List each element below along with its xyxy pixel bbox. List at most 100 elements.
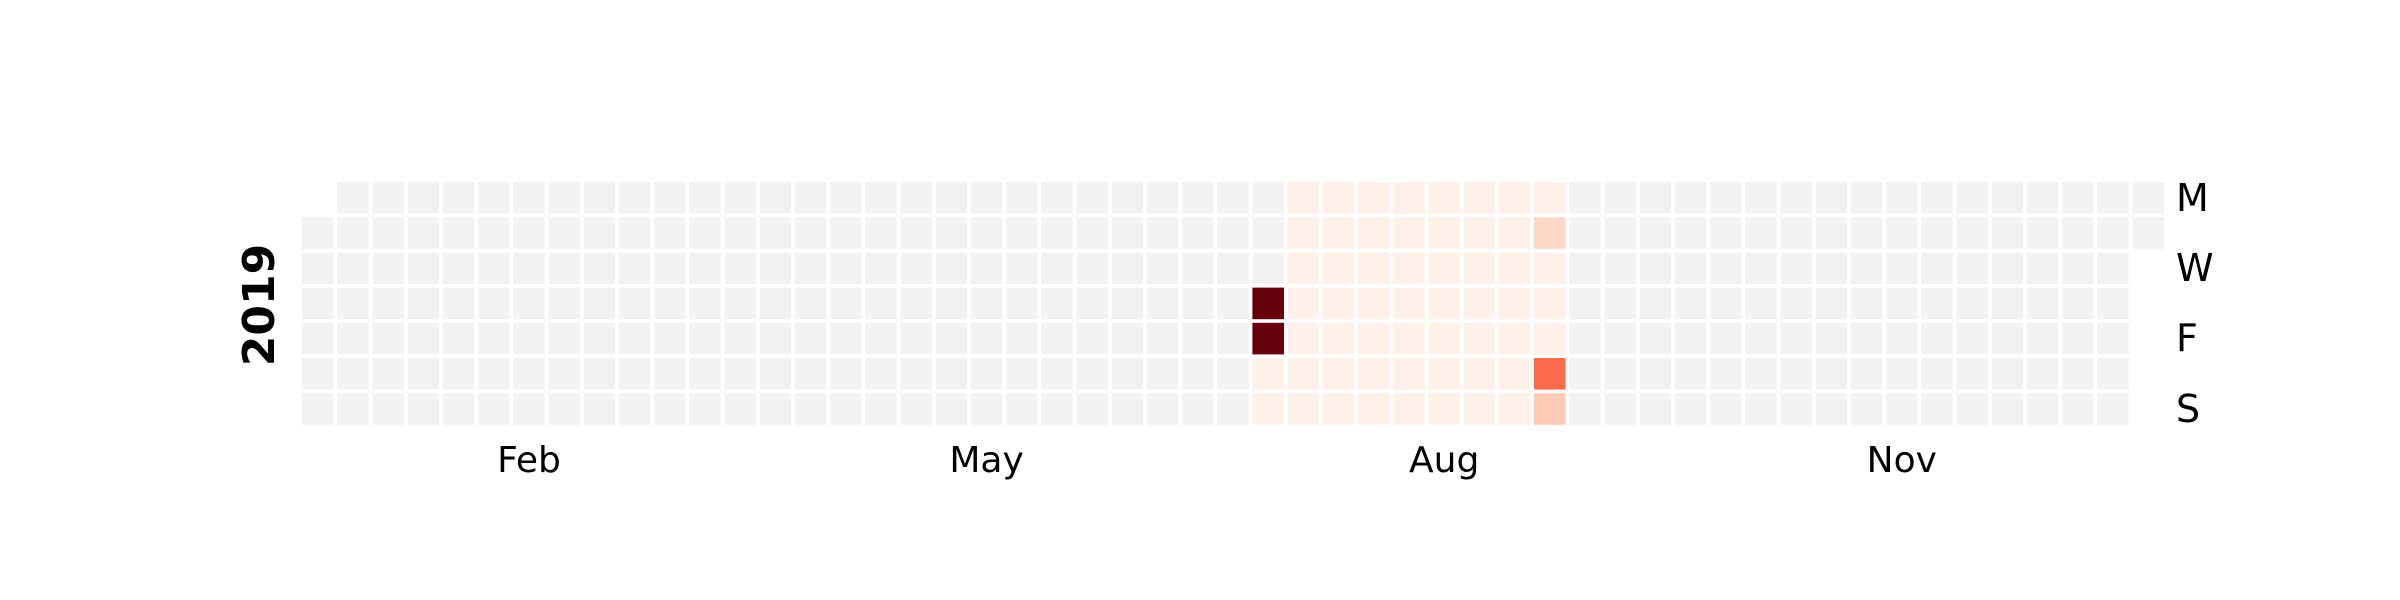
- heatmap-cell: [724, 393, 756, 425]
- heatmap-cell: [936, 323, 968, 355]
- heatmap-cell: [1393, 288, 1425, 320]
- heatmap-cell: [1182, 252, 1214, 284]
- heatmap-cell: [1252, 323, 1284, 355]
- heatmap-cell: [337, 182, 369, 214]
- heatmap-cell: [1217, 252, 1249, 284]
- heatmap-cell: [1499, 393, 1531, 425]
- heatmap-cell: [1393, 323, 1425, 355]
- heatmap-cell: [1956, 217, 1988, 249]
- heatmap-cell: [1182, 288, 1214, 320]
- heatmap-cell: [1112, 358, 1144, 390]
- heatmap-cell: [865, 217, 897, 249]
- heatmap-cell: [443, 182, 475, 214]
- heatmap-cell: [337, 323, 369, 355]
- heatmap-cell: [1358, 358, 1390, 390]
- heatmap-cell: [689, 393, 721, 425]
- heatmap-cell: [2027, 323, 2059, 355]
- heatmap-cell: [302, 252, 334, 284]
- heatmap-cell: [1041, 288, 1073, 320]
- heatmap-cell: [2062, 393, 2094, 425]
- month-label: Feb: [497, 440, 561, 481]
- heatmap-cell: [971, 288, 1003, 320]
- heatmap-cell: [513, 217, 545, 249]
- heatmap-cell: [619, 393, 651, 425]
- heatmap-cell: [443, 288, 475, 320]
- heatmap-cell: [584, 252, 616, 284]
- month-label: Aug: [1409, 440, 1479, 481]
- heatmap-cell: [1323, 288, 1355, 320]
- heatmap-cell: [936, 358, 968, 390]
- heatmap-cell: [337, 288, 369, 320]
- weekday-label: S: [2176, 387, 2200, 431]
- heatmap-cell: [1710, 358, 1742, 390]
- heatmap-cell: [1816, 217, 1848, 249]
- heatmap-cell: [1288, 393, 1320, 425]
- heatmap-cell: [900, 182, 932, 214]
- heatmap-cell: [1112, 217, 1144, 249]
- heatmap-cell: [1992, 182, 2024, 214]
- heatmap-cell: [1992, 217, 2024, 249]
- heatmap-cell: [1956, 323, 1988, 355]
- heatmap-cell: [1323, 393, 1355, 425]
- heatmap-cell: [795, 288, 827, 320]
- heatmap-cell: [1675, 182, 1707, 214]
- heatmap-cell: [1886, 358, 1918, 390]
- heatmap-cell: [1323, 358, 1355, 390]
- heatmap-cell: [1710, 217, 1742, 249]
- heatmap-cell: [1886, 323, 1918, 355]
- heatmap-cell: [408, 393, 440, 425]
- heatmap-cell: [1745, 217, 1777, 249]
- heatmap-cell: [443, 393, 475, 425]
- heatmap-cell: [513, 182, 545, 214]
- heatmap-cell: [654, 323, 686, 355]
- heatmap-cell: [1640, 358, 1672, 390]
- heatmap-cell: [619, 182, 651, 214]
- heatmap-cell: [372, 217, 404, 249]
- heatmap-cell: [1675, 323, 1707, 355]
- heatmap-cell: [1569, 252, 1601, 284]
- heatmap-cell: [1569, 217, 1601, 249]
- heatmap-cell: [830, 217, 862, 249]
- heatmap-cell: [1851, 288, 1883, 320]
- heatmap-cell: [2027, 358, 2059, 390]
- weekday-label: M: [2176, 176, 2209, 220]
- heatmap-cell: [1851, 393, 1883, 425]
- heatmap-cell: [478, 358, 510, 390]
- heatmap-cell: [1640, 252, 1672, 284]
- heatmap-cell: [1604, 358, 1636, 390]
- heatmap-cell: [1956, 288, 1988, 320]
- heatmap-cell: [865, 323, 897, 355]
- heatmap-cell: [2097, 393, 2129, 425]
- heatmap-cell: [1816, 393, 1848, 425]
- heatmap-cell: [1956, 252, 1988, 284]
- heatmap-cell: [443, 358, 475, 390]
- heatmap-cell: [2062, 252, 2094, 284]
- heatmap-cell: [1393, 217, 1425, 249]
- heatmap-cell: [2097, 182, 2129, 214]
- heatmap-cell: [1288, 182, 1320, 214]
- heatmap-cell: [1816, 323, 1848, 355]
- heatmap-cell: [1534, 358, 1566, 390]
- heatmap-cell: [443, 252, 475, 284]
- heatmap-cell: [1569, 358, 1601, 390]
- heatmap-cell: [900, 217, 932, 249]
- weekday-label: W: [2176, 246, 2214, 290]
- heatmap-cell: [1886, 288, 1918, 320]
- heatmap-cell: [1147, 252, 1179, 284]
- heatmap-cell: [724, 358, 756, 390]
- heatmap-cell: [1428, 217, 1460, 249]
- heatmap-cell: [1851, 182, 1883, 214]
- heatmap-cell: [478, 323, 510, 355]
- heatmap-cell: [337, 252, 369, 284]
- heatmap-cell: [1428, 182, 1460, 214]
- heatmap-cell: [1640, 323, 1672, 355]
- heatmap-cell: [654, 393, 686, 425]
- heatmap-cell: [1252, 252, 1284, 284]
- heatmap-cell: [1780, 217, 1812, 249]
- heatmap-cell: [1217, 393, 1249, 425]
- heatmap-cell: [900, 323, 932, 355]
- heatmap-cell: [1006, 323, 1038, 355]
- heatmap-cell: [1288, 252, 1320, 284]
- heatmap-cell: [1006, 358, 1038, 390]
